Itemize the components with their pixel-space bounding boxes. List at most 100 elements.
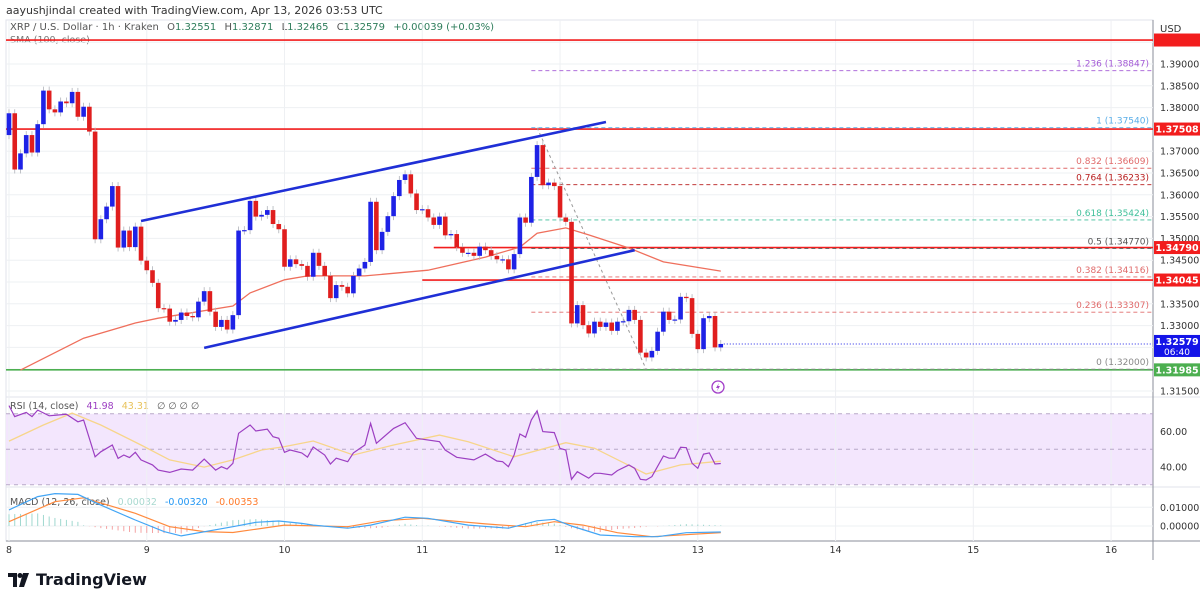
- level-price-tag: [1154, 363, 1200, 377]
- fib-level-label: 0.832 (1.36609): [1076, 157, 1149, 167]
- date-tick-label: 12: [554, 545, 566, 556]
- lightning-icon[interactable]: [711, 380, 725, 394]
- candle-bearish: [184, 312, 190, 317]
- candle-bullish: [477, 246, 482, 256]
- candle-bullish: [649, 350, 655, 358]
- date-tick-label: 11: [416, 545, 428, 556]
- candle-bearish: [408, 174, 414, 194]
- rsi-ma-line: [8, 412, 721, 475]
- candle-bearish: [305, 265, 310, 277]
- candle-bullish: [242, 230, 247, 232]
- change-value: +0.00039 (+0.03%): [393, 22, 495, 33]
- candle-bullish: [465, 252, 471, 254]
- candle-bullish: [379, 231, 385, 251]
- candle-bullish: [511, 254, 517, 270]
- candle-bullish: [574, 305, 580, 324]
- price-tick-label: 1.31500: [1160, 387, 1199, 398]
- candle-bearish: [506, 259, 511, 270]
- candle-bullish: [121, 230, 127, 248]
- rsi-value: 41.98: [86, 401, 114, 412]
- logo-text: TradingView: [36, 570, 147, 589]
- fib-level-label: 0.5 (1.34770): [1088, 237, 1149, 247]
- fib-level-label: 0 (1.32000): [1096, 358, 1149, 368]
- candle-bearish: [563, 217, 569, 222]
- candle-bearish: [190, 316, 195, 318]
- candle-bearish: [557, 186, 563, 218]
- macd-legend[interactable]: MACD (12, 26, close) 0.00032 -0.00320 -0…: [10, 497, 258, 508]
- candle-bearish: [425, 209, 431, 218]
- macd-tick-label: 0.01000: [1160, 503, 1199, 514]
- candle-bearish: [276, 224, 282, 230]
- candle-bullish: [110, 186, 115, 207]
- close-value: 1.32579: [343, 22, 386, 33]
- candle-bullish: [391, 196, 396, 217]
- tradingview-logo[interactable]: TradingView: [8, 570, 147, 589]
- candle-bearish: [155, 282, 161, 309]
- candle-bearish: [12, 113, 18, 170]
- candle-bullish: [534, 145, 540, 177]
- candle-bearish: [167, 308, 173, 322]
- candle-bearish: [29, 135, 35, 153]
- rsi-tick-label: 40.00: [1160, 463, 1187, 474]
- candle-bullish: [35, 124, 40, 153]
- date-tick-label: 15: [967, 545, 979, 556]
- rsi-extra-values: ∅ ∅ ∅ ∅: [156, 401, 200, 412]
- candle-bullish: [287, 259, 293, 267]
- currency-label[interactable]: USD: [1160, 24, 1182, 35]
- candle-bearish: [638, 319, 643, 353]
- candle-bullish: [718, 343, 724, 348]
- candle-bearish: [552, 182, 557, 187]
- macd-histogram-value: 0.00032: [117, 497, 157, 508]
- macd-signal-line: [8, 497, 721, 538]
- candle-bullish: [437, 216, 442, 225]
- candle-bearish: [115, 186, 121, 248]
- candle-bullish: [368, 201, 373, 262]
- candle-bullish: [678, 296, 683, 320]
- candle-bearish: [207, 291, 213, 312]
- candle-bearish: [92, 131, 98, 240]
- candle-bullish: [81, 106, 86, 117]
- rsi-line: [8, 405, 721, 481]
- candle-bearish: [339, 285, 345, 287]
- candle-bullish: [672, 319, 678, 321]
- fib-level-label: 1 (1.37540): [1096, 117, 1149, 127]
- date-tick-label: 8: [6, 545, 12, 556]
- symbol-title[interactable]: XRP / U.S. Dollar · 1h · Kraken: [10, 22, 159, 33]
- candle-bearish: [75, 91, 81, 117]
- candle-bullish: [419, 209, 425, 211]
- candle-bearish: [569, 221, 574, 324]
- current-price-label: 1.32579: [1155, 337, 1198, 348]
- fib-level-label: 0.236 (1.33307): [1076, 301, 1149, 311]
- candle-bearish: [597, 321, 603, 327]
- candle-bullish: [351, 275, 356, 294]
- candle-bearish: [684, 296, 689, 299]
- macd-legend-title: MACD (12, 26, close): [10, 497, 110, 508]
- candle-bearish: [712, 316, 718, 348]
- candle-bearish: [586, 325, 592, 334]
- candle-bearish: [431, 217, 437, 225]
- candle-bearish: [488, 250, 494, 256]
- price-tick-label: 1.35500: [1160, 212, 1199, 223]
- candle-bearish: [666, 311, 672, 320]
- level-price-tag: [1154, 122, 1200, 136]
- rsi-legend[interactable]: RSI (14, close) 41.98 43.31 ∅ ∅ ∅ ∅: [10, 401, 199, 412]
- price-tick-label: 1.39000: [1160, 60, 1199, 71]
- candle-bullish: [247, 200, 253, 231]
- channel-upper-line: [140, 120, 607, 223]
- candle-bullish: [706, 316, 712, 319]
- fib-level-label: 0.382 (1.34116): [1076, 266, 1149, 276]
- candle-bullish: [448, 234, 454, 236]
- candle-bullish: [333, 285, 339, 299]
- macd-tick-label: 0.00000: [1160, 522, 1199, 533]
- candle-bearish: [460, 247, 465, 253]
- candle-bearish: [299, 264, 305, 266]
- candle-bearish: [224, 319, 230, 330]
- candle-bullish: [500, 259, 505, 261]
- candle-bullish: [104, 206, 109, 220]
- rsi-band: [6, 413, 1153, 485]
- candle-bearish: [87, 106, 92, 132]
- candle-bullish: [397, 179, 402, 197]
- macd-line: [8, 492, 721, 538]
- candle-bullish: [41, 90, 46, 125]
